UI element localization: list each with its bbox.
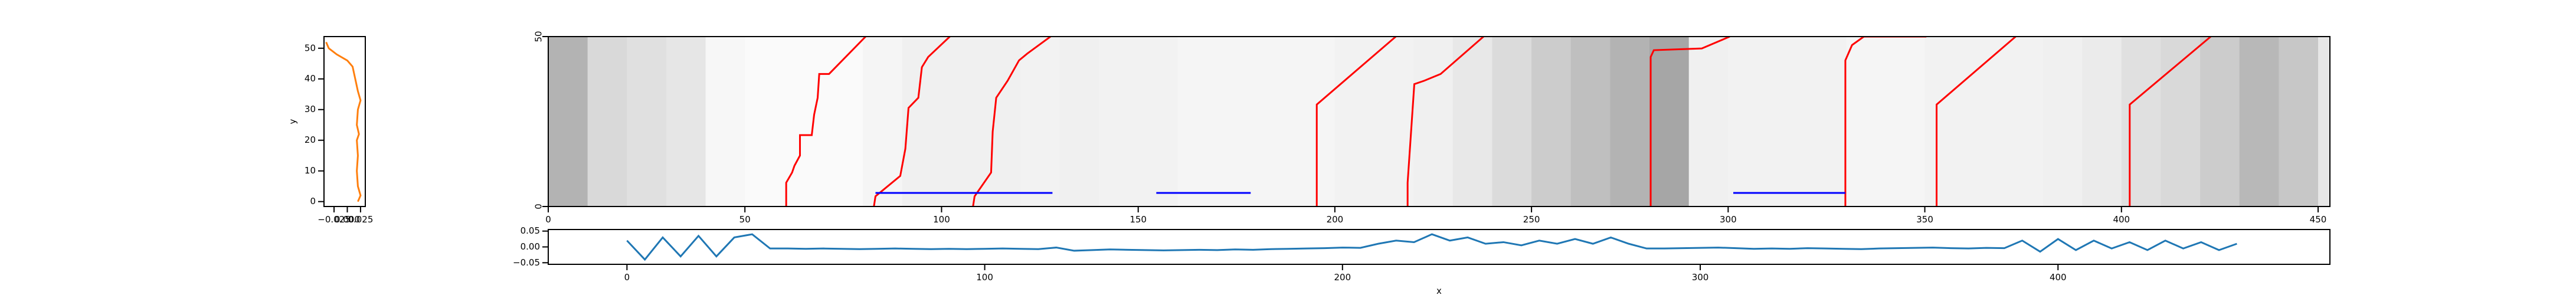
heatmap-cell [666, 37, 706, 206]
heatmap-cell [981, 37, 1021, 206]
heatmap-cell [1531, 37, 1572, 206]
x-tick-label: 450 [2310, 214, 2327, 225]
heatmap-cell [1334, 37, 1375, 206]
data-line [626, 233, 2237, 261]
heatmap-cell [1452, 37, 1492, 206]
data-line [972, 37, 1051, 206]
x-axis-label: x [1436, 286, 1442, 295]
heatmap-cell [1177, 37, 1217, 206]
heatmap-cell [1413, 37, 1454, 206]
heatmap-cell [902, 37, 942, 206]
heatmap-cell [863, 37, 903, 206]
heatmap-cell [2003, 37, 2043, 206]
x-tick-label: 150 [1130, 214, 1147, 225]
y-tick-label: 20 [305, 135, 316, 145]
heatmap-cell [2121, 37, 2161, 206]
y-tick-label: 50 [305, 42, 316, 53]
x-tick-label: 400 [2113, 214, 2130, 225]
plot-area [626, 233, 2237, 261]
x-tick-label: 100 [976, 272, 993, 283]
axes-frame [548, 36, 2330, 207]
x-tick-label: 350 [1916, 214, 1933, 225]
heatmap-cell [1728, 37, 1768, 206]
heatmap-cell [1610, 37, 1650, 206]
heatmap-cell [1059, 37, 1099, 206]
heatmap-cell [1256, 37, 1296, 206]
heatmap-cell [745, 37, 785, 206]
x-tick-label: 200 [1334, 272, 1351, 283]
heatmap-cell [1767, 37, 1808, 206]
heatmap-cell [1924, 37, 1965, 206]
data-line [873, 37, 951, 206]
y-tick-label: 50 [533, 31, 544, 42]
y-tick-label: 0 [310, 196, 316, 206]
heatmap-cell [2161, 37, 2201, 206]
heatmap-cell [2200, 37, 2240, 206]
y-tick-label: 0.00 [521, 241, 540, 252]
heatmap-cell [2318, 37, 2330, 206]
heatmap-cell [1806, 37, 1847, 206]
heatmap-cell [705, 37, 745, 206]
y-axis-label: y [287, 119, 298, 124]
x-tick-label: 50 [739, 214, 751, 225]
data-line [1406, 37, 1484, 206]
x-tick-label: 0.025 [348, 214, 373, 225]
plot-area [548, 37, 2330, 206]
heatmap-cell [587, 37, 627, 206]
heatmap-cell [1216, 37, 1257, 206]
data-line [1844, 37, 1927, 206]
x-tick-label: 300 [1692, 272, 1709, 283]
y-tick-label: 30 [305, 104, 316, 114]
heatmap-cell [1885, 37, 1926, 206]
y-tick-label: 0 [533, 204, 544, 209]
y-tick-label: −0.05 [513, 257, 540, 268]
x-tick-label: 0 [545, 214, 551, 225]
heatmap-cell [2279, 37, 2319, 206]
data-line [785, 37, 866, 206]
heatmap-cell [1138, 37, 1178, 206]
heatmap-cell [1295, 37, 1336, 206]
data-line [2129, 37, 2212, 206]
data-line [1315, 37, 1397, 206]
heatmap-cell [1020, 37, 1060, 206]
heatmap-cell [1964, 37, 2004, 206]
heatmap-cell [1099, 37, 1139, 206]
data-line [1936, 37, 2017, 206]
heatmap-cell [548, 37, 588, 206]
heatmap-cell [2239, 37, 2279, 206]
heatmap-cell [2043, 37, 2083, 206]
heatmap-cell [784, 37, 824, 206]
heatmap-cell [1688, 37, 1729, 206]
x-tick-label: 200 [1327, 214, 1344, 225]
heatmap-cell [627, 37, 667, 206]
heatmap-cell [1570, 37, 1611, 206]
heatmap-cell [941, 37, 981, 206]
heatmap-cell [1649, 37, 1690, 206]
axes-frame [548, 229, 2330, 265]
plot-area [325, 41, 362, 202]
x-tick-label: 0.000 [335, 214, 360, 225]
y-tick-label: 40 [305, 73, 316, 84]
data-line [1649, 37, 1730, 206]
x-tick-label: 400 [2050, 272, 2067, 283]
x-tick-label: 100 [933, 214, 950, 225]
axes-frame [323, 36, 366, 207]
data-line [325, 41, 362, 202]
heatmap-cell [1492, 37, 1532, 206]
heatmap-cell [2082, 37, 2122, 206]
x-tick-label: 0 [624, 272, 630, 283]
x-tick-label: 300 [1720, 214, 1737, 225]
y-tick-label: 0.05 [521, 225, 540, 236]
x-tick-label: −0.025 [318, 214, 351, 225]
heatmap-cell [823, 37, 863, 206]
y-tick-label: 10 [305, 165, 316, 176]
x-tick-label: 250 [1523, 214, 1540, 225]
heatmap-cell [1846, 37, 1886, 206]
